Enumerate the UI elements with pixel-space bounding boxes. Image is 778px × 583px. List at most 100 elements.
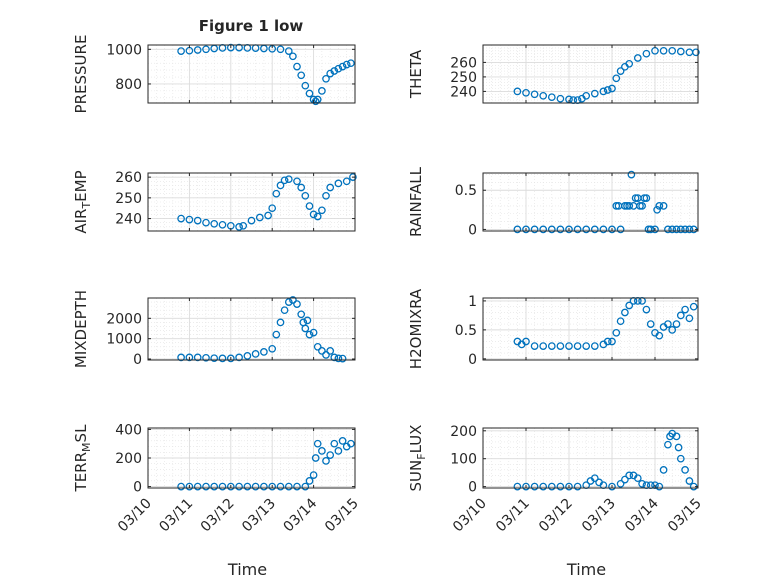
data-point-terr-msl: [311, 454, 320, 462]
data-point-sun-flux: [664, 440, 672, 449]
data-point-air-temp: [235, 223, 243, 231]
data-point-pressure: [177, 47, 185, 55]
data-point-h2omixra: [616, 317, 625, 326]
data-point-theta: [668, 46, 677, 55]
axes-box: [482, 44, 699, 104]
data-point-sun-flux: [625, 471, 634, 480]
data-point-mixdepth: [202, 353, 210, 362]
data-point-sun-flux: [616, 479, 625, 488]
y-tick-label: 200: [450, 424, 477, 440]
data-point-terr-msl: [218, 482, 227, 491]
data-point-pressure: [284, 47, 293, 55]
data-point-rainfall: [646, 225, 655, 234]
data-point-sun-flux: [681, 466, 689, 474]
data-point-h2omixra: [672, 320, 681, 328]
data-point-sun-flux: [621, 475, 629, 484]
data-point-terr-msl: [293, 482, 301, 491]
data-point-pressure: [322, 74, 330, 83]
subplot-mixdepth: 0 1000 2000 MIXDEPTH: [72, 290, 356, 368]
data-point-terr-msl: [193, 482, 202, 491]
data-point-mixdepth: [284, 298, 293, 306]
data-point-air-temp: [268, 204, 277, 213]
data-point-sun-flux: [530, 482, 539, 491]
data-point-air-temp: [239, 221, 248, 230]
data-point-h2omixra: [573, 342, 582, 350]
data-point-air-temp: [210, 219, 219, 228]
data-point-terr-msl: [210, 482, 219, 491]
data-point-h2omixra: [625, 301, 634, 310]
data-point-h2omixra: [530, 342, 539, 350]
data-point-sun-flux: [672, 432, 681, 441]
data-point-mixdepth: [268, 344, 277, 353]
data-point-air-temp: [342, 177, 351, 186]
data-point-rainfall: [681, 225, 689, 234]
data-point-air-temp: [318, 206, 326, 215]
data-point-sun-flux: [608, 482, 616, 491]
data-point-air-temp: [297, 183, 306, 192]
data-point-mixdepth: [280, 306, 289, 315]
data-point-rainfall: [590, 225, 599, 234]
data-point-sun-flux: [522, 482, 530, 491]
data-point-h2omixra: [547, 342, 556, 350]
data-point-rainfall: [612, 202, 621, 210]
data-point-terr-msl: [313, 439, 322, 448]
data-point-mixdepth: [309, 328, 318, 337]
data-point-rainfall: [547, 225, 556, 234]
y-tick-label: 1000: [106, 42, 142, 58]
data-point-theta: [603, 86, 612, 94]
data-point-rainfall: [668, 225, 677, 234]
plot-area: [148, 173, 355, 231]
data-point-mixdepth: [322, 351, 330, 359]
data-point-terr-msl: [347, 439, 355, 448]
plot-area: [483, 173, 698, 231]
y-tick-label: 0: [468, 352, 477, 368]
data-point-air-temp: [218, 220, 227, 229]
data-point-air-temp: [272, 189, 281, 198]
data-point-theta: [547, 93, 556, 102]
data-point-terr-msl: [251, 482, 260, 491]
y-tick-label: 0.5: [455, 323, 477, 339]
data-point-rainfall: [513, 225, 522, 234]
data-point-air-temp: [193, 216, 202, 225]
data-point-mixdepth: [334, 354, 343, 363]
data-point-rainfall: [522, 225, 530, 234]
data-point-air-temp: [276, 181, 285, 190]
data-point-h2omixra: [582, 342, 591, 350]
plot-area: [148, 298, 355, 360]
subplot-air-temp: 240 250 260 AIRTEMP: [72, 170, 357, 234]
data-point-mixdepth: [330, 353, 339, 362]
data-point-terr-msl: [202, 482, 210, 491]
plot-area: [483, 45, 698, 103]
data-point-rainfall: [653, 205, 661, 214]
data-point-h2omixra: [522, 337, 530, 346]
data-point-mixdepth: [251, 350, 260, 358]
data-point-rainfall: [676, 225, 685, 234]
data-point-theta: [522, 88, 530, 97]
data-point-pressure: [330, 67, 339, 75]
data-point-terr-msl: [260, 482, 268, 491]
data-point-h2omixra: [612, 328, 621, 337]
data-point-sun-flux: [590, 474, 599, 483]
data-point-rainfall: [638, 202, 646, 210]
data-point-air-temp: [313, 212, 322, 221]
data-point-theta: [539, 91, 548, 100]
y-tick-label: 0: [468, 480, 477, 496]
data-point-rainfall: [672, 225, 681, 234]
data-point-mixdepth: [193, 353, 202, 362]
data-point-mixdepth: [272, 330, 281, 339]
data-point-sun-flux: [633, 474, 642, 483]
data-point-pressure: [193, 46, 202, 54]
data-point-mixdepth: [305, 330, 314, 339]
data-point-rainfall: [642, 194, 651, 202]
data-point-rainfall: [539, 225, 548, 234]
y-axis-label: PRESSURE: [72, 35, 90, 114]
y-tick-label: 400: [115, 422, 142, 438]
data-point-pressure: [311, 97, 320, 106]
data-point-air-temp: [264, 211, 272, 220]
data-point-air-temp: [305, 202, 314, 210]
axes-box: [482, 427, 699, 489]
data-point-h2omixra: [608, 337, 616, 346]
data-point-pressure: [226, 43, 235, 52]
axes-box: [147, 297, 356, 361]
